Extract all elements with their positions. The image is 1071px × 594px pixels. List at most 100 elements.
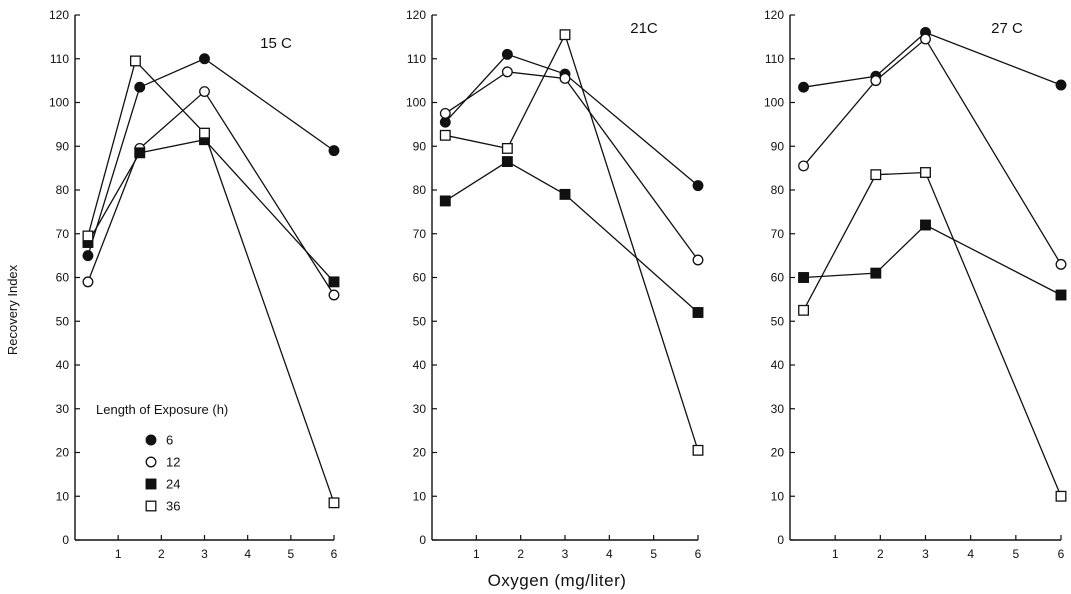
data-point-24h bbox=[559, 188, 571, 200]
y-tick-label: 70 bbox=[771, 227, 785, 241]
legend-marker-36h bbox=[145, 500, 157, 512]
y-tick-label: 30 bbox=[413, 402, 427, 416]
y-tick-label: 120 bbox=[764, 8, 784, 22]
data-point-12h bbox=[199, 86, 210, 98]
series-line-6h bbox=[803, 31, 1062, 88]
data-point-36h bbox=[129, 55, 141, 67]
data-point-12h bbox=[870, 75, 882, 87]
data-point-36h bbox=[199, 127, 210, 139]
x-tick-label: 5 bbox=[650, 547, 657, 561]
data-point-6h bbox=[82, 250, 94, 262]
y-tick-label: 0 bbox=[62, 533, 69, 547]
y-tick-label: 80 bbox=[56, 183, 70, 197]
data-point-12h bbox=[439, 107, 451, 119]
y-tick-label: 10 bbox=[771, 489, 785, 503]
y-tick-label: 30 bbox=[56, 402, 70, 416]
y-tick-label: 50 bbox=[56, 314, 70, 328]
data-point-6h bbox=[199, 53, 210, 65]
y-tick-label: 20 bbox=[413, 446, 427, 460]
y-tick-label: 0 bbox=[777, 533, 784, 547]
data-point-36h bbox=[920, 167, 931, 178]
legend-label: 6 bbox=[166, 433, 173, 448]
y-tick-label: 90 bbox=[413, 139, 427, 153]
data-point-24h bbox=[692, 307, 704, 318]
data-point-12h bbox=[328, 289, 340, 301]
y-tick-label: 80 bbox=[413, 183, 427, 197]
series-line-36h bbox=[445, 32, 699, 451]
x-tick-label: 1 bbox=[832, 547, 839, 561]
y-tick-label: 40 bbox=[56, 358, 70, 372]
data-point-6h bbox=[501, 48, 513, 60]
series-line-12h bbox=[87, 90, 335, 296]
y-tick-label: 110 bbox=[407, 52, 426, 66]
data-point-24h bbox=[134, 147, 146, 159]
data-point-12h bbox=[1055, 258, 1067, 270]
series-line-12h bbox=[803, 38, 1062, 265]
x-tick-label: 4 bbox=[244, 547, 251, 561]
y-tick-label: 40 bbox=[413, 358, 427, 372]
y-tick-label: 10 bbox=[56, 489, 70, 503]
x-tick-label: 6 bbox=[695, 547, 702, 561]
x-axis-label: Oxygen (mg/liter) bbox=[488, 571, 627, 590]
data-point-12h bbox=[692, 254, 704, 266]
y-axis-label: Recovery Index bbox=[5, 264, 20, 355]
y-tick-label: 0 bbox=[419, 533, 426, 547]
data-point-24h bbox=[920, 219, 931, 231]
data-point-12h bbox=[82, 276, 94, 288]
data-point-24h bbox=[870, 267, 882, 279]
x-tick-label: 3 bbox=[922, 547, 929, 561]
y-tick-label: 50 bbox=[413, 314, 427, 328]
legend-label: 12 bbox=[166, 455, 180, 470]
x-tick-label: 1 bbox=[115, 547, 122, 561]
data-point-36h bbox=[82, 230, 94, 242]
y-tick-label: 110 bbox=[765, 52, 784, 66]
x-tick-label: 2 bbox=[158, 547, 165, 561]
y-tick-label: 40 bbox=[771, 358, 785, 372]
data-point-36h bbox=[439, 129, 451, 141]
data-point-36h bbox=[1055, 490, 1067, 502]
x-tick-label: 5 bbox=[1012, 547, 1019, 561]
y-tick-label: 20 bbox=[56, 446, 70, 460]
series-line-24h bbox=[87, 138, 335, 283]
x-tick-label: 4 bbox=[606, 547, 613, 561]
x-tick-label: 3 bbox=[201, 547, 208, 561]
legend-title: Length of Exposure (h) bbox=[96, 402, 228, 417]
y-tick-label: 30 bbox=[771, 402, 785, 416]
y-tick-label: 100 bbox=[406, 96, 426, 110]
data-point-24h bbox=[328, 276, 340, 288]
panel-title: 27 C bbox=[991, 20, 1023, 37]
x-tick-label: 6 bbox=[1058, 547, 1065, 561]
series-line-6h bbox=[444, 53, 699, 187]
data-point-6h bbox=[134, 81, 146, 93]
panel-3: 0 10 20 30 40 50 60 70 80 90 100 110 120 1 2 3 4 5 6 27 C bbox=[764, 8, 1067, 561]
series-line-24h bbox=[444, 160, 699, 313]
x-tick-label: 6 bbox=[331, 547, 338, 561]
y-tick-label: 20 bbox=[771, 446, 785, 460]
data-point-12h bbox=[559, 72, 571, 84]
data-point-12h bbox=[798, 160, 810, 172]
data-point-6h bbox=[692, 180, 704, 192]
panel-title: 21C bbox=[630, 20, 658, 37]
y-tick-label: 90 bbox=[56, 139, 70, 153]
data-point-36h bbox=[501, 142, 513, 154]
legend-label: 24 bbox=[166, 477, 180, 492]
y-tick-label: 60 bbox=[413, 271, 427, 285]
data-point-24h bbox=[798, 272, 810, 283]
legend-marker-24h bbox=[145, 478, 157, 490]
series-line-6h bbox=[87, 58, 335, 256]
data-point-6h bbox=[1055, 79, 1067, 91]
data-point-36h bbox=[692, 444, 704, 456]
x-tick-label: 1 bbox=[473, 547, 480, 561]
legend-marker-12h bbox=[145, 456, 157, 468]
x-tick-label: 5 bbox=[287, 547, 294, 561]
y-tick-label: 60 bbox=[771, 271, 785, 285]
series-line-12h bbox=[444, 71, 699, 261]
y-tick-label: 110 bbox=[50, 52, 69, 66]
y-tick-label: 100 bbox=[764, 96, 784, 110]
x-tick-label: 3 bbox=[562, 547, 569, 561]
y-tick-label: 70 bbox=[56, 227, 70, 241]
y-tick-label: 80 bbox=[771, 183, 785, 197]
series-line-36h bbox=[802, 171, 1062, 497]
y-tick-label: 90 bbox=[771, 139, 785, 153]
